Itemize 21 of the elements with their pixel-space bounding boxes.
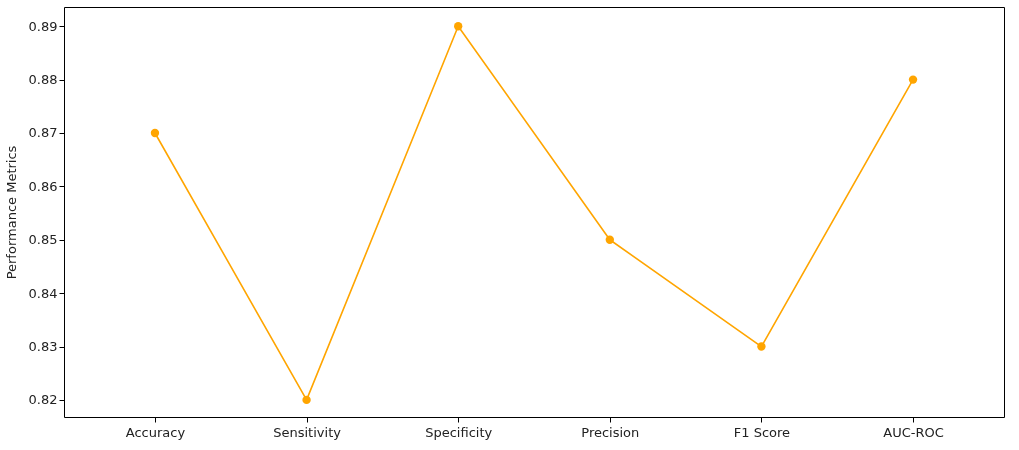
point xyxy=(908,75,918,84)
y-tick-label: 0.89 xyxy=(28,18,58,34)
y-tick-label: 0.88 xyxy=(28,72,58,88)
y-tick-label: 0.84 xyxy=(28,285,58,301)
y-axis-title: Performance Metrics xyxy=(3,145,19,280)
x-tick-label: AUC-ROC xyxy=(883,424,944,440)
x-tick-label: Sensitivity xyxy=(273,424,342,440)
point xyxy=(454,22,463,31)
point xyxy=(605,235,614,244)
y-tick-label: 0.87 xyxy=(28,125,58,141)
y-tick-label: 0.82 xyxy=(28,392,58,408)
point xyxy=(302,395,311,405)
x-tick-label: Precision xyxy=(581,424,640,440)
x-tick-label: Accuracy xyxy=(125,424,186,440)
x-tick-label: Specificity xyxy=(425,424,493,440)
y-tick-label: 0.86 xyxy=(28,178,58,194)
y-tick-label: 0.83 xyxy=(28,339,58,355)
point xyxy=(757,342,766,351)
y-tick-label: 0.85 xyxy=(28,232,58,248)
point xyxy=(150,128,160,138)
x-tick-label: F1 Score xyxy=(733,424,791,440)
